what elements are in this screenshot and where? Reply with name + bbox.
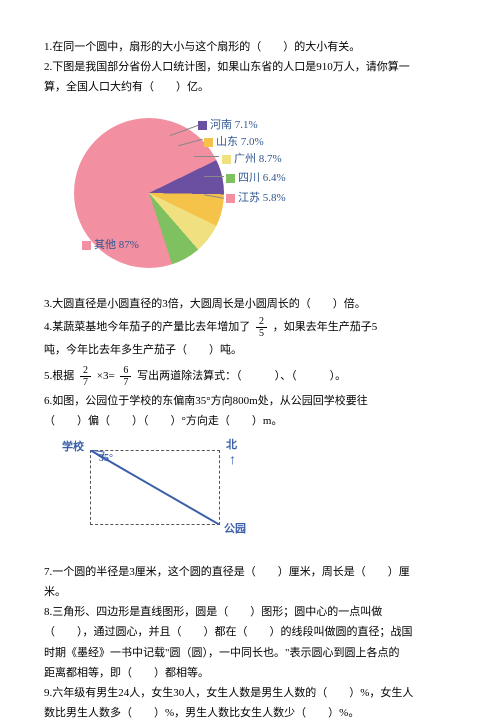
question-8-line2: （ ），通过圆心，并且（ ）都在（ ）的线段叫做圆的直径；战国	[44, 623, 456, 641]
pie-label-text: 广州	[234, 153, 256, 165]
swatch-icon	[222, 155, 231, 164]
leader-line	[194, 156, 219, 157]
question-1: 1.在同一个圆中，扇形的大小与这个扇形的（ ）的大小有关。	[44, 38, 456, 56]
question-8-line4: 距离都相等，即（ ）都相等。	[44, 664, 456, 682]
q4-text-b: ，如果去年生产茄子5	[273, 321, 378, 333]
fraction-2-7: 27	[80, 365, 91, 388]
question-2-line2: 算，全国人口大约有（ ）亿。	[44, 78, 456, 96]
pie-label-pct: 7.0%	[241, 136, 264, 148]
pie-label-henan: 河南 7.1%	[198, 116, 258, 134]
pie-label-text: 江苏	[238, 192, 260, 204]
pie-label-text: 其他	[94, 239, 116, 251]
q5-text-b: ×3=	[97, 370, 115, 382]
direction-diagram: 学校 35° 北 ↑ 公园	[70, 442, 250, 547]
pie-label-text: 山东	[216, 136, 238, 148]
question-4-line2: 吨，今年比去年多生产茄子（ ）吨。	[44, 341, 456, 359]
question-2-line1: 2.下图是我国部分省份人口统计图，如果山东省的人口是910万人，请你算一	[44, 58, 456, 76]
pie-chart: 河南 7.1% 山东 7.0% 广州 8.7% 四川 6.4% 江苏 5.8% …	[74, 106, 294, 281]
question-6-line1: 6.如图，公园位于学校的东偏南35°方向800m处，从公园回学校要往	[44, 392, 456, 410]
pie-label-pct: 87%	[119, 239, 139, 251]
pie-label-pct: 5.8%	[263, 192, 286, 204]
diagonal-line	[90, 450, 220, 525]
swatch-icon	[82, 241, 91, 250]
pie-label-pct: 8.7%	[259, 153, 282, 165]
q5-text-a: 5.根据	[44, 370, 74, 382]
swatch-icon	[204, 138, 213, 147]
swatch-icon	[226, 194, 235, 203]
pie-label-text: 河南	[210, 119, 232, 131]
pie-label-pct: 7.1%	[235, 119, 258, 131]
pie-label-guangzhou: 广州 8.7%	[222, 150, 282, 168]
swatch-icon	[198, 121, 207, 130]
q4-text-a: 4.某蔬菜基地今年茄子的产量比去年增加了	[44, 321, 250, 333]
question-7-line1: 7.一个圆的半径是3厘米，这个圆的直径是（ ）厘米，周长是（ ）厘	[44, 563, 456, 581]
school-label: 学校	[62, 438, 84, 456]
north-arrow-icon: ↑	[229, 449, 236, 472]
pie-label-pct: 6.4%	[263, 172, 286, 184]
q5-text-c: 写出两道除法算式：（ ）、（ ）。	[137, 370, 346, 382]
question-8-line1: 8.三角形、四边形是直线图形，圆是（ ）图形；圆中心的一点叫做	[44, 603, 456, 621]
question-9-line1: 9.六年级有男生24人，女生30人，女生人数是男生人数的（ ）%，女生人	[44, 684, 456, 702]
pie-label-other: 其他 87%	[82, 236, 139, 254]
swatch-icon	[226, 174, 235, 183]
question-4-line1: 4.某蔬菜基地今年茄子的产量比去年增加了 25 ，如果去年生产茄子5	[44, 316, 456, 339]
question-5: 5.根据 27 ×3= 67 写出两道除法算式：（ ）、（ ）。	[44, 365, 456, 388]
question-8-line3: 时期《墨经》一书中记载"圆（圆），一中同长也。"表示圆心到圆上各点的	[44, 644, 456, 662]
pie-label-text: 四川	[238, 172, 260, 184]
pie-label-sichuan: 四川 6.4%	[226, 169, 286, 187]
fraction-6-7: 67	[120, 365, 131, 388]
park-label: 公园	[224, 520, 246, 538]
question-6-line2: （ ）偏（ ）（ ）°方向走（ ）m。	[44, 412, 456, 430]
leader-line	[204, 176, 224, 177]
fraction-2-5: 25	[256, 316, 267, 339]
question-3: 3.大圆直径是小圆直径的3倍，大圆周长是小圆周长的（ ）倍。	[44, 295, 456, 313]
question-7-line2: 米。	[44, 583, 456, 601]
pie-label-shandong: 山东 7.0%	[204, 133, 264, 151]
pie-label-jiangsu: 江苏 5.8%	[226, 189, 286, 207]
